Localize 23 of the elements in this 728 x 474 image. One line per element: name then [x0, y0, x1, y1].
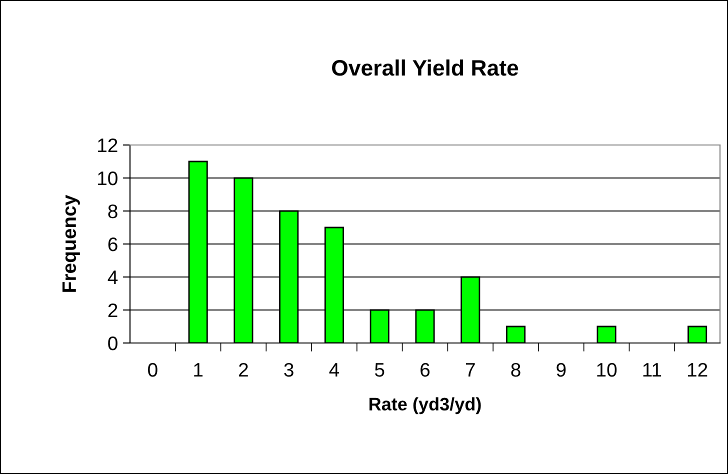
- x-tick-label: 5: [374, 363, 384, 377]
- y-axis-title: Frequency: [62, 194, 80, 292]
- x-tick-label: 3: [284, 362, 294, 377]
- x-tick-label: 2: [239, 362, 248, 377]
- x-tick-label: 7: [466, 363, 475, 377]
- x-tick-label: 6: [420, 362, 430, 377]
- y-tick-label: 8: [108, 204, 118, 218]
- x-tick-label: 8: [511, 362, 520, 377]
- x-tick-label: 11: [643, 363, 662, 377]
- x-tick-label: 9: [556, 362, 566, 377]
- x-axis-title: Rate (yd3/yd): [370, 397, 481, 414]
- y-tick-label: 2: [108, 303, 118, 318]
- x-tick-label: 0: [148, 362, 158, 377]
- y-tick-label: 12: [98, 138, 118, 152]
- y-tick-label: 0: [108, 336, 118, 350]
- x-tick-label: 1: [194, 363, 203, 377]
- y-tick-label: 10: [98, 171, 118, 186]
- x-tick-label: 10: [597, 362, 617, 377]
- x-tick-label: 12: [688, 362, 708, 377]
- x-tick-label: 4: [329, 363, 340, 377]
- y-tick-label: 6: [108, 237, 118, 252]
- chart-title: Overall Yield Rate: [332, 59, 518, 76]
- y-tick-label: 4: [108, 270, 118, 284]
